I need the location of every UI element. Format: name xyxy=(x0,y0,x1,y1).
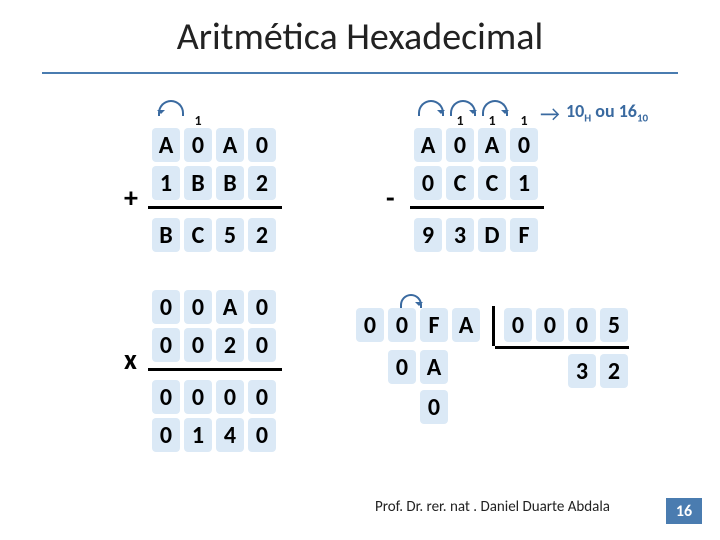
add-rule xyxy=(148,206,282,209)
mul-p1: 0000 xyxy=(152,380,280,414)
sub-rule xyxy=(410,206,544,209)
sub-row-b: 0CC1 xyxy=(414,166,542,200)
title-rule xyxy=(42,72,678,74)
carry-arc-sub-1 xyxy=(418,100,444,116)
sub-op: - xyxy=(386,180,395,215)
mul-row-a: 00A0 xyxy=(152,290,280,324)
add-result: BC52 xyxy=(152,218,280,252)
carry-arc-sub-3 xyxy=(482,100,508,116)
carry-arc-sub-2 xyxy=(450,100,476,116)
div-arc xyxy=(400,294,422,308)
add-op: + xyxy=(124,180,138,215)
div-quot-rule xyxy=(495,346,629,349)
div-step2: 0 xyxy=(356,390,484,424)
div-step1: 0A xyxy=(356,350,484,384)
div-quotient: 32 xyxy=(504,354,632,388)
slide: Aritmética Hexadecimal 1 A0A0 1BB2 + BC5… xyxy=(0,0,720,540)
mul-op: x xyxy=(124,342,137,377)
div-dividend: 00FA xyxy=(356,308,484,342)
note-arrow: → xyxy=(540,100,560,127)
carry-arc-add xyxy=(158,100,184,116)
sub-result: 93DF xyxy=(414,218,542,252)
div-divisor: 0005 xyxy=(504,308,632,342)
mul-rule xyxy=(148,368,282,371)
carry-note: 10H ou 1610 xyxy=(566,100,648,125)
div-vline xyxy=(492,306,495,346)
mul-row-b: 0020 xyxy=(152,328,280,362)
slide-number: 16 xyxy=(666,498,702,524)
add-row-b: 1BB2 xyxy=(152,166,280,200)
page-title: Aritmética Hexadecimal xyxy=(0,14,720,60)
mul-p2: 0140 xyxy=(152,418,280,452)
sub-row-a: A0A0 xyxy=(414,128,542,162)
footer-author: Prof. Dr. rer. nat . Daniel Duarte Abdal… xyxy=(375,498,610,516)
add-row-a: A0A0 xyxy=(152,128,280,162)
